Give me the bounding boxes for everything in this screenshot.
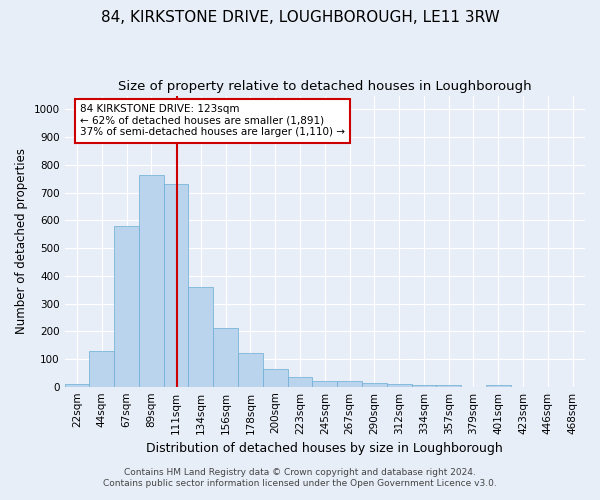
Bar: [164, 184, 188, 386]
Bar: [238, 354, 263, 386]
Y-axis label: Number of detached properties: Number of detached properties: [15, 148, 28, 334]
Bar: [188, 287, 213, 386]
Bar: [89, 351, 114, 386]
Bar: [287, 377, 313, 386]
Title: Size of property relative to detached houses in Loughborough: Size of property relative to detached ho…: [118, 80, 532, 93]
Text: Contains HM Land Registry data © Crown copyright and database right 2024.
Contai: Contains HM Land Registry data © Crown c…: [103, 468, 497, 487]
Bar: [114, 226, 139, 386]
Bar: [313, 381, 337, 386]
Bar: [139, 174, 164, 386]
Bar: [263, 370, 287, 386]
Bar: [65, 384, 89, 386]
Text: 84 KIRKSTONE DRIVE: 123sqm
← 62% of detached houses are smaller (1,891)
37% of s: 84 KIRKSTONE DRIVE: 123sqm ← 62% of deta…: [80, 104, 345, 138]
Text: 84, KIRKSTONE DRIVE, LOUGHBOROUGH, LE11 3RW: 84, KIRKSTONE DRIVE, LOUGHBOROUGH, LE11 …: [101, 10, 499, 25]
X-axis label: Distribution of detached houses by size in Loughborough: Distribution of detached houses by size …: [146, 442, 503, 455]
Bar: [387, 384, 412, 386]
Bar: [362, 382, 387, 386]
Bar: [213, 328, 238, 386]
Bar: [337, 381, 362, 386]
